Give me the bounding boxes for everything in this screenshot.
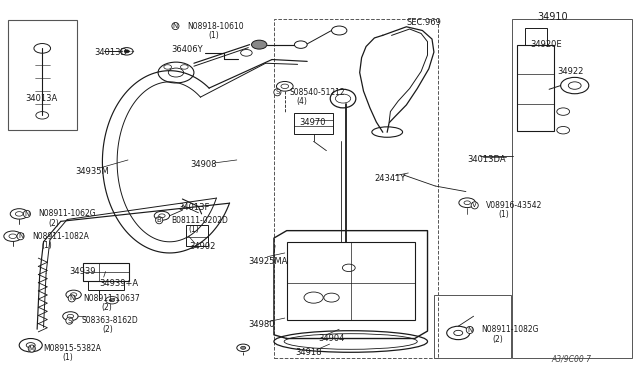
Bar: [83, 263, 129, 281]
Text: S08540-51212: S08540-51212: [289, 88, 345, 97]
Text: V: V: [472, 202, 477, 208]
Text: 34980: 34980: [248, 320, 275, 329]
Text: M: M: [29, 346, 35, 352]
Text: S08363-8162D: S08363-8162D: [81, 316, 138, 325]
Text: 34920E: 34920E: [530, 40, 561, 49]
Bar: [434, 295, 511, 358]
Text: M08915-5382A: M08915-5382A: [43, 344, 101, 353]
Text: 34904: 34904: [319, 334, 345, 343]
Text: N: N: [18, 233, 23, 239]
Text: N08918-10610: N08918-10610: [187, 22, 243, 31]
Text: B: B: [157, 217, 161, 223]
Text: 34970: 34970: [300, 118, 326, 127]
Text: 34013DA: 34013DA: [467, 155, 506, 164]
Text: 34939+A: 34939+A: [99, 279, 138, 288]
Text: S: S: [275, 89, 280, 95]
Text: 34922: 34922: [557, 67, 583, 76]
Bar: [186, 225, 208, 246]
Circle shape: [124, 50, 129, 53]
Text: 34910: 34910: [538, 12, 568, 22]
Bar: [512, 19, 632, 358]
Text: (2): (2): [48, 219, 59, 228]
Text: 34013A: 34013A: [26, 94, 58, 103]
Text: (2): (2): [493, 335, 504, 344]
Text: (1): (1): [498, 210, 509, 219]
Text: (1): (1): [208, 31, 219, 40]
Text: 34013F: 34013F: [178, 203, 209, 212]
Bar: [274, 19, 438, 358]
Circle shape: [241, 346, 246, 349]
Text: (4): (4): [296, 97, 307, 106]
Bar: [8, 20, 77, 130]
Text: B08111-0202D: B08111-0202D: [171, 216, 228, 225]
Text: 36406Y: 36406Y: [172, 45, 203, 54]
Text: N: N: [24, 211, 29, 217]
Circle shape: [252, 40, 267, 49]
Text: 24341Y: 24341Y: [374, 174, 406, 183]
Text: N: N: [173, 23, 178, 29]
Text: N08911-10637: N08911-10637: [83, 294, 140, 303]
Text: (2): (2): [102, 326, 113, 334]
Text: 34935M: 34935M: [76, 167, 109, 176]
Circle shape: [109, 299, 115, 302]
Text: N: N: [467, 327, 472, 333]
Text: 34939: 34939: [69, 267, 95, 276]
Text: (1): (1): [42, 241, 52, 250]
Text: V08916-43542: V08916-43542: [486, 201, 543, 210]
Text: (1): (1): [189, 225, 200, 234]
Text: 34013D: 34013D: [95, 48, 128, 57]
Bar: [294, 113, 333, 134]
Bar: [525, 28, 547, 45]
Text: (2): (2): [101, 303, 112, 312]
Text: N08911-1082A: N08911-1082A: [32, 232, 89, 241]
Text: SEC.969: SEC.969: [406, 18, 441, 27]
Bar: [517, 45, 554, 131]
Text: (1): (1): [63, 353, 74, 362]
Bar: [287, 242, 415, 320]
Text: 34918: 34918: [296, 348, 322, 357]
Text: 34925MA: 34925MA: [248, 257, 288, 266]
Text: N: N: [69, 295, 74, 301]
Text: N08911-1062G: N08911-1062G: [38, 209, 96, 218]
Text: 34908: 34908: [191, 160, 217, 169]
Text: 34902: 34902: [189, 242, 215, 251]
Text: N08911-1082G: N08911-1082G: [481, 326, 539, 334]
Bar: [88, 281, 124, 290]
Text: A3/9C00 7: A3/9C00 7: [552, 355, 591, 364]
Text: S: S: [67, 318, 72, 324]
